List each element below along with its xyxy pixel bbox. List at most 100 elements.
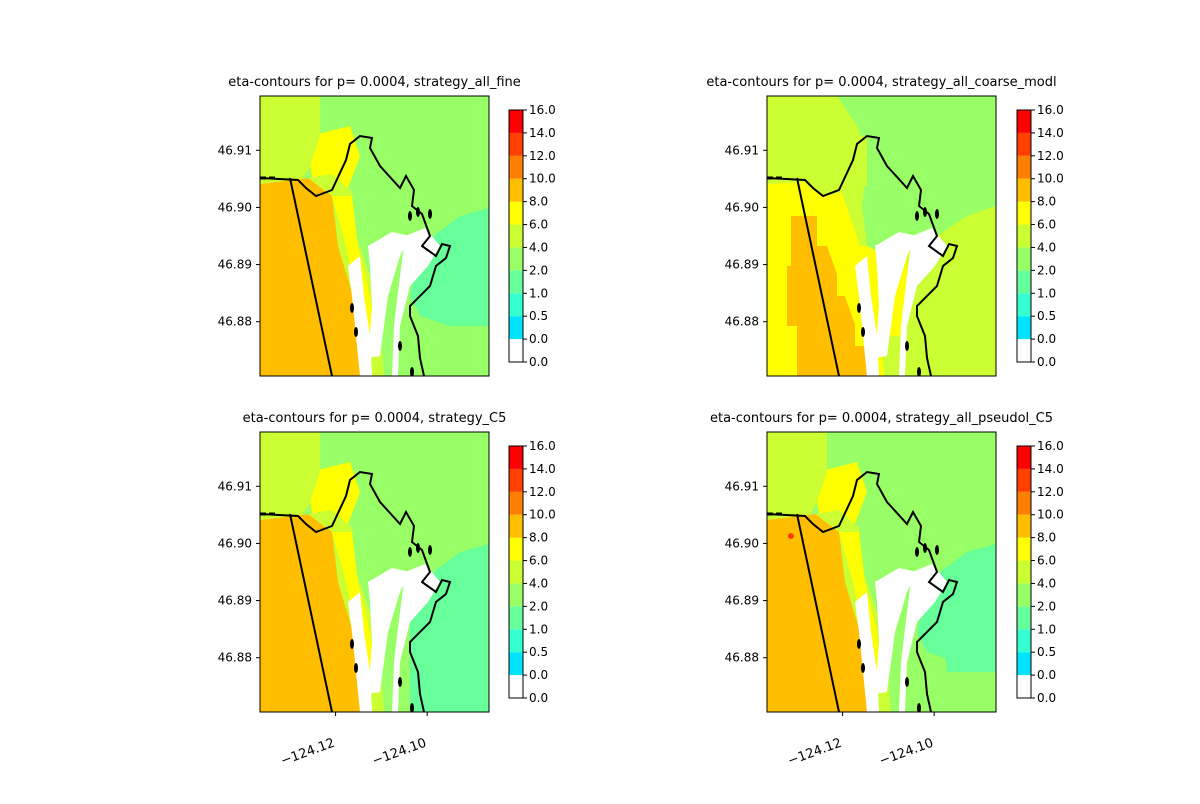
colorbar-band (1017, 316, 1031, 340)
band-nw (767, 432, 827, 520)
island-1 (861, 327, 865, 337)
dry-channel-3 (392, 564, 440, 712)
coastline (260, 134, 452, 376)
y-tick-label: 46.88 (725, 315, 759, 329)
colorbar-band (509, 652, 523, 676)
channel-line (796, 177, 840, 376)
band-east (410, 208, 489, 326)
map-panel-3: eta-contours for p= 0.0004, strategy_C5 4… (218, 411, 507, 769)
dry-channel-2 (368, 568, 410, 694)
colorbar-label: 2.0 (1037, 599, 1056, 613)
island-4 (915, 547, 919, 557)
y-tick-label: 46.89 (725, 594, 759, 608)
colorbar-band (509, 583, 523, 607)
channel-line (289, 177, 333, 376)
colorbar-label: 0.5 (529, 309, 548, 323)
colorbar-band (1017, 270, 1031, 294)
island-4 (408, 547, 412, 557)
colorbar-band (509, 293, 523, 317)
dry-channel-1 (348, 256, 372, 376)
band-hotspot (788, 533, 794, 539)
colorbar-band (1017, 293, 1031, 317)
colorbar-label: 2.0 (529, 599, 548, 613)
island-6 (428, 209, 432, 219)
axes-frame (259, 431, 490, 713)
colorbar-label: 6.0 (529, 218, 548, 232)
x-tick-label: −124.12 (786, 736, 844, 769)
colorbar-label: 10.0 (1037, 508, 1064, 522)
colorbar-label: 1.0 (1037, 286, 1056, 300)
contour-area (767, 96, 996, 376)
island-6 (935, 545, 939, 555)
colorbar-frame (1016, 109, 1032, 363)
y-tick-label: 46.89 (218, 258, 252, 272)
y-tick-label: 46.88 (218, 315, 252, 329)
y-tick-label: 46.90 (218, 200, 252, 214)
colorbar-label: 16.0 (529, 439, 556, 453)
island-5 (923, 543, 927, 553)
island-3 (917, 367, 921, 376)
colorbar-label: 14.0 (1037, 126, 1064, 140)
colorbar-band (1017, 560, 1031, 584)
colorbar-band (509, 178, 523, 202)
colorbar-band (509, 560, 523, 584)
colorbar-3: 0.0 0.0 0.5 1.0 2.0 4.0 6.0 8.0 10.0 12.0 14.0 16.0 (508, 439, 556, 705)
dry-channel-1 (855, 256, 879, 376)
colorbar-label: 14.0 (529, 126, 556, 140)
colorbar-label: 0.0 (1037, 691, 1056, 705)
y-tick-label: 46.90 (725, 200, 759, 214)
band-north (807, 136, 867, 196)
dry-channel-2 (875, 232, 917, 358)
colorbar-label: 0.5 (529, 645, 548, 659)
contour-area (260, 96, 489, 376)
colorbar-band (509, 132, 523, 156)
channel-line (796, 513, 840, 712)
colorbar-band (1017, 537, 1031, 561)
colorbar-band (1017, 132, 1031, 156)
colorbar-band (1017, 468, 1031, 492)
x-tick-label: −124.12 (279, 736, 337, 769)
colorbar-label: 4.0 (1037, 240, 1056, 254)
colorbar-label: 12.0 (529, 149, 556, 163)
colorbar-frame (508, 445, 524, 699)
colorbar-1: 0.0 0.0 0.5 1.0 2.0 4.0 6.0 8.0 10.0 12.0 14.0 16.0 (508, 103, 556, 369)
colorbar-label: 0.0 (529, 691, 548, 705)
colorbar-label: 10.0 (1037, 172, 1064, 186)
band-east-wide (937, 562, 996, 672)
colorbar-band (509, 606, 523, 630)
colorbar-label: 0.5 (1037, 645, 1056, 659)
y-tick-label: 46.91 (725, 143, 759, 157)
y-tick-label: 46.91 (725, 479, 759, 493)
colorbar-label: 6.0 (1037, 554, 1056, 568)
panel-title: eta-contours for p= 0.0004, strategy_all… (706, 75, 1056, 90)
island-0 (857, 639, 861, 649)
band-nw (260, 96, 320, 184)
colorbar-frame (1016, 445, 1032, 699)
colorbar-band (1017, 446, 1031, 469)
band-orange (260, 178, 368, 376)
map-panel-1: eta-contours for p= 0.0004, strategy_all… (218, 75, 521, 377)
colorbar-band (509, 224, 523, 248)
band-bay (837, 96, 996, 256)
colorbar-band (509, 446, 523, 469)
island-2 (905, 677, 909, 687)
colorbar-label: 10.0 (529, 508, 556, 522)
colorbar-band (1017, 339, 1031, 362)
colorbar-label: 6.0 (529, 554, 548, 568)
band-bay (330, 96, 489, 256)
colorbar-band (1017, 224, 1031, 248)
colorbar-label: 1.0 (529, 286, 548, 300)
colorbar-band (1017, 652, 1031, 676)
colorbar-band (509, 491, 523, 515)
island-1 (354, 663, 358, 673)
island-0 (857, 303, 861, 313)
band-orange (260, 514, 368, 712)
colorbar-label: 1.0 (529, 622, 548, 636)
island-6 (428, 545, 432, 555)
band-orange-blocks (787, 216, 867, 376)
colorbar-label: 0.0 (1037, 355, 1056, 369)
band-bay (837, 432, 996, 592)
colorbar-band (1017, 675, 1031, 698)
dry-channel-2 (875, 568, 917, 694)
